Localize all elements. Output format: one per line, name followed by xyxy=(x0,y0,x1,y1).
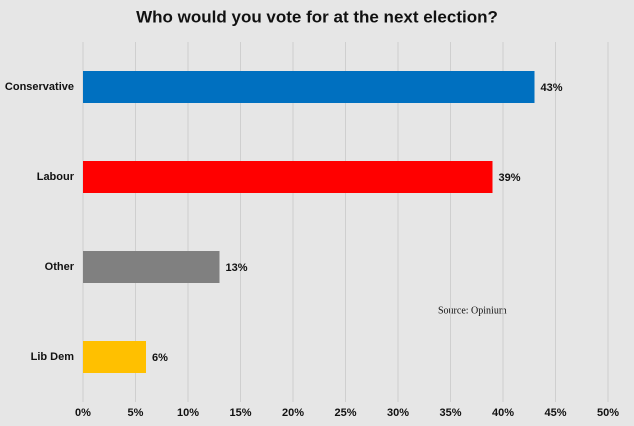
source-note: Source: Opinium xyxy=(438,305,507,316)
chart-title: Who would you vote for at the next elect… xyxy=(136,7,498,26)
x-tick-label: 20% xyxy=(282,407,304,419)
bar xyxy=(83,251,220,283)
value-label: 43% xyxy=(541,82,563,94)
x-tick-label: 35% xyxy=(439,407,461,419)
y-tick-label: Conservative xyxy=(5,81,74,93)
x-tick-label: 50% xyxy=(597,407,619,419)
x-tick-label: 0% xyxy=(75,407,91,419)
x-tick-label: 45% xyxy=(544,407,566,419)
y-tick-label: Labour xyxy=(37,171,75,183)
value-label: 6% xyxy=(152,352,168,364)
x-tick-label: 25% xyxy=(334,407,356,419)
value-label: 13% xyxy=(226,262,248,274)
bar xyxy=(83,161,493,193)
x-tick-label: 5% xyxy=(128,407,144,419)
bar xyxy=(83,341,146,373)
bar xyxy=(83,71,535,103)
value-label: 39% xyxy=(499,172,521,184)
x-tick-label: 40% xyxy=(492,407,514,419)
y-tick-label: Other xyxy=(45,261,75,273)
x-tick-label: 30% xyxy=(387,407,409,419)
x-tick-label: 15% xyxy=(229,407,251,419)
x-tick-label: 10% xyxy=(177,407,199,419)
y-tick-label: Lib Dem xyxy=(31,351,75,363)
